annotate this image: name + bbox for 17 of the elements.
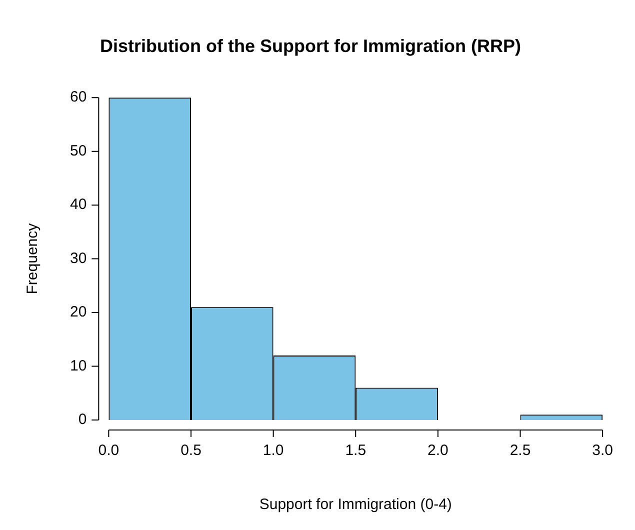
x-tick-label: 2.0 [428,442,448,460]
x-tick-label: 1.5 [345,442,366,460]
x-tick-label: 1.0 [262,442,284,460]
y-tick-label: 60 [70,88,87,106]
y-tick-label: 30 [70,250,87,267]
x-tick-label: 0.5 [180,442,202,460]
x-tick-label: 2.5 [510,442,531,460]
y-tick-label: 20 [70,304,87,321]
y-tick-label: 40 [70,196,87,214]
x-tick-label: 0.0 [98,442,120,460]
y-tick-label: 50 [70,142,87,160]
x-tick-label: 3.0 [592,442,614,460]
y-tick-label: 0 [78,411,87,428]
x-axis-title: Support for Immigration (0-4) [259,496,452,514]
chart-title: Distribution of the Support for Immigration (RRP) [100,36,521,56]
y-axis-title: Frequency [24,222,42,294]
y-tick-label: 10 [70,357,87,374]
